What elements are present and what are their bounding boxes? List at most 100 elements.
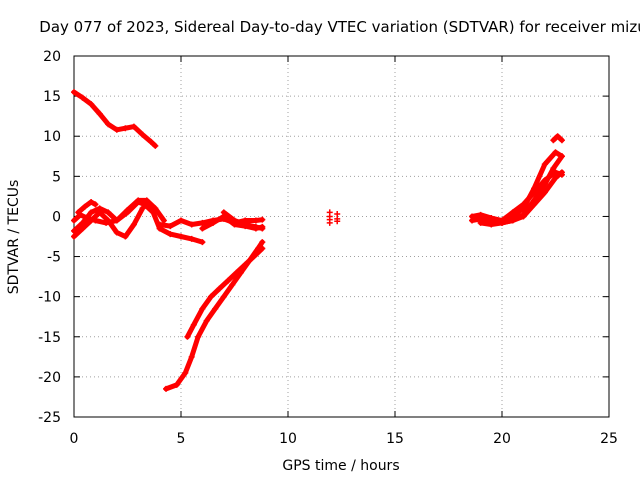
data-point — [88, 199, 95, 206]
data-point — [188, 235, 195, 242]
data-point — [552, 174, 559, 181]
series-group — [71, 89, 565, 392]
data-point — [178, 233, 184, 240]
series-arc-17 — [550, 133, 565, 144]
y-tick-label: 15 — [43, 89, 61, 105]
data-point — [71, 217, 77, 224]
series-arc-3 — [71, 197, 167, 234]
data-point — [552, 169, 559, 176]
series-arc-4 — [71, 205, 146, 240]
data-point — [552, 149, 559, 156]
y-axis-label: SDTVAR / TECUs — [6, 180, 22, 295]
data-point — [135, 197, 142, 204]
data-point — [71, 227, 77, 234]
data-point — [156, 221, 163, 228]
data-point — [488, 215, 495, 222]
y-tick-label: -5 — [47, 250, 61, 266]
series-line — [75, 199, 98, 215]
data-point — [163, 385, 170, 392]
data-point — [216, 285, 223, 292]
y-tick-label: -20 — [38, 370, 61, 386]
data-point — [233, 269, 240, 276]
data-point — [531, 201, 538, 208]
data-point — [124, 207, 131, 214]
data-point — [531, 189, 538, 196]
data-point — [558, 137, 565, 144]
data-point — [173, 381, 180, 388]
x-tick-label: 25 — [600, 431, 618, 447]
series-line — [71, 89, 158, 149]
data-point — [190, 321, 197, 328]
data-point — [105, 209, 112, 216]
data-point — [195, 333, 202, 340]
data-point — [113, 229, 120, 236]
data-point — [105, 217, 112, 224]
data-point — [88, 209, 95, 216]
chart-title: Day 077 of 2023, Sidereal Day-to-day VTE… — [39, 18, 640, 36]
y-tick-label: 5 — [52, 169, 61, 185]
y-tick-label: 20 — [43, 49, 61, 65]
data-point — [96, 209, 103, 216]
series-arc-5 — [75, 199, 99, 216]
data-point — [199, 225, 206, 232]
data-point — [199, 219, 206, 226]
y-tick-label: 0 — [52, 209, 61, 225]
data-point — [220, 209, 227, 216]
x-tick-label: 20 — [493, 431, 511, 447]
data-point — [79, 94, 86, 101]
y-tick-label: -25 — [38, 410, 61, 426]
data-point — [167, 223, 174, 230]
data-point — [520, 201, 527, 208]
data-point — [130, 221, 137, 228]
data-point — [229, 281, 236, 288]
data-point — [199, 239, 206, 246]
data-point — [558, 153, 565, 160]
series-line — [184, 246, 265, 340]
data-point — [207, 293, 214, 300]
data-point — [88, 101, 95, 108]
data-point — [259, 239, 266, 246]
data-point — [71, 233, 77, 240]
x-axis-label: GPS time / hours — [282, 458, 399, 474]
data-point — [188, 353, 195, 360]
data-point — [139, 131, 146, 138]
data-point — [231, 217, 238, 224]
data-point — [509, 209, 516, 216]
data-point — [541, 177, 548, 184]
data-point — [75, 209, 82, 216]
data-point — [550, 137, 557, 144]
y-tick-label: -10 — [38, 290, 61, 306]
data-point — [550, 165, 557, 172]
data-point — [79, 219, 86, 226]
data-point — [143, 197, 150, 204]
data-point — [139, 205, 146, 212]
data-point — [199, 305, 206, 312]
data-point — [152, 205, 159, 212]
series-line — [469, 149, 565, 223]
data-point — [148, 138, 155, 145]
data-point — [71, 89, 77, 96]
y-tick-label: 10 — [43, 129, 61, 145]
series-arc-8 — [220, 209, 266, 232]
data-point — [122, 233, 129, 240]
data-point — [81, 203, 88, 210]
data-point — [92, 201, 99, 208]
data-point — [326, 219, 333, 226]
data-point — [182, 369, 189, 376]
data-point — [105, 121, 112, 128]
data-point — [259, 245, 266, 252]
y-tick-label: -15 — [38, 330, 61, 346]
data-point — [113, 126, 120, 133]
data-point — [113, 217, 120, 224]
data-point — [167, 231, 174, 238]
data-point — [184, 333, 191, 340]
series-arc-10 — [184, 245, 266, 340]
x-tick-label: 5 — [177, 431, 186, 447]
data-point — [541, 161, 548, 168]
series-arc-16 — [499, 169, 565, 224]
series-arc-15 — [477, 169, 565, 228]
data-point — [488, 221, 495, 228]
data-point — [130, 123, 137, 130]
data-point — [96, 110, 103, 117]
